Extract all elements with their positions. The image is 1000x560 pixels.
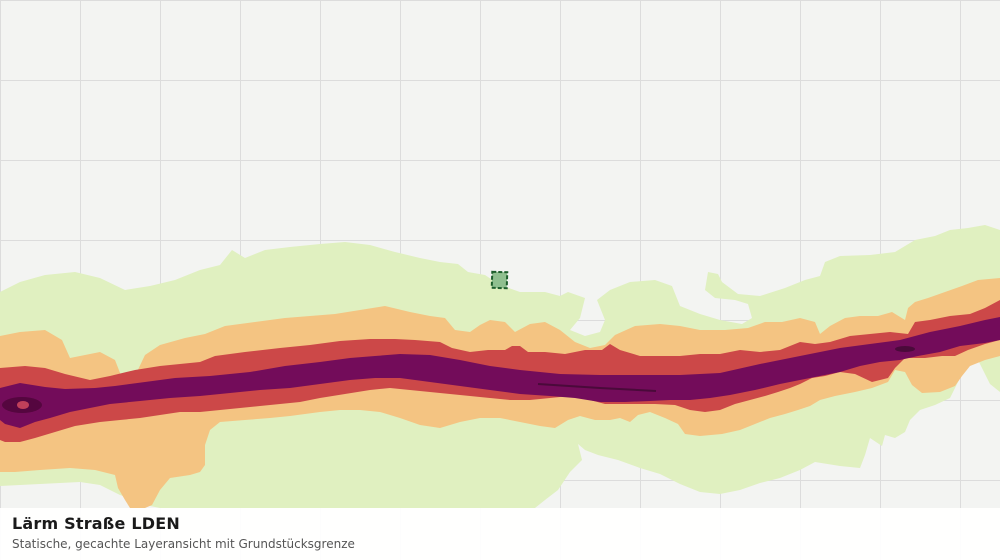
- noise-hotspot-east: [895, 346, 915, 352]
- noise-core-streak: [537, 383, 657, 392]
- layer-caption: Lärm Straße LDEN Statische, gecachte Lay…: [0, 508, 1000, 560]
- noise-zone-core[interactable]: [0, 317, 1000, 428]
- layer-subtitle: Statische, gecachte Layeransicht mit Gru…: [12, 537, 355, 551]
- layer-title: Lärm Straße LDEN: [12, 514, 180, 533]
- noise-hotspot-center: [17, 401, 29, 409]
- property-boundary[interactable]: [490, 270, 509, 290]
